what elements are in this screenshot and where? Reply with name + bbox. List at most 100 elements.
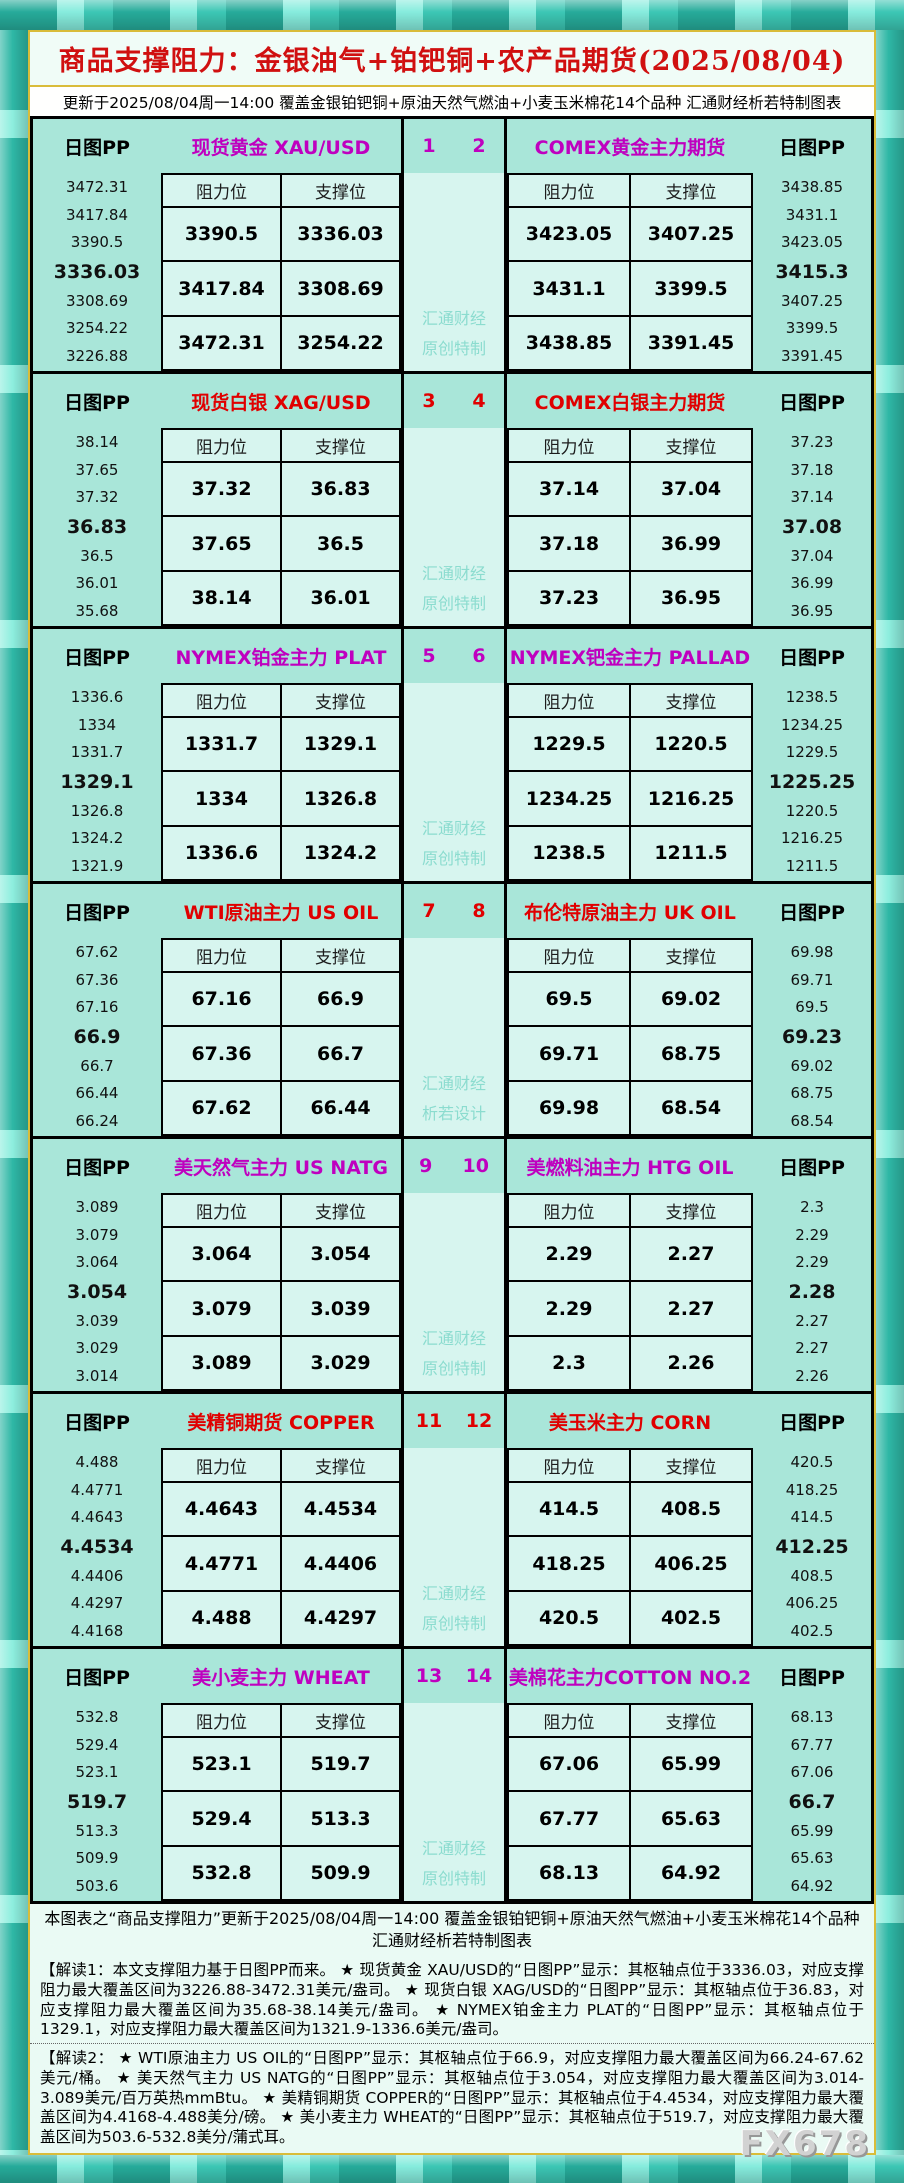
pivot-level-value: 1234.25 xyxy=(780,715,844,734)
resistance-value: 37.14 xyxy=(509,463,631,518)
pivot-level-value: 64.92 xyxy=(790,1876,834,1895)
resistance-value: 1234.25 xyxy=(509,772,631,827)
support-value: 408.5 xyxy=(631,1483,753,1538)
instrument-title: 现货白银 XAG/USD xyxy=(161,374,401,429)
interpretation-2: 【解读2： ★ WTI原油主力 US OIL的“日图PP”显示：其枢轴点位于66… xyxy=(40,2048,864,2147)
interpretation-1: 【解读1：本文支撑阻力基于日图PP而来。 ★ 现货黄金 XAU/USD的“日图P… xyxy=(30,1956,874,2044)
support-value: 37.04 xyxy=(631,463,753,518)
pivot-point-value: 37.08 xyxy=(781,515,843,538)
pivot-level-value: 3226.88 xyxy=(65,346,129,365)
pivot-level-value: 3254.22 xyxy=(65,319,129,338)
pivot-level-value: 67.16 xyxy=(75,998,119,1017)
pivot-level-value: 67.06 xyxy=(790,1763,834,1782)
pp-label: 日图PP xyxy=(33,1649,161,1704)
support-value: 65.99 xyxy=(631,1738,753,1793)
pivot-level-value: 38.14 xyxy=(75,433,119,452)
support-value: 69.02 xyxy=(631,973,753,1028)
support-value: 3.029 xyxy=(282,1336,401,1392)
resistance-value: 4.488 xyxy=(163,1591,282,1647)
decorative-frame-left xyxy=(0,0,28,2183)
panel: 日图PP NYMEX铂金主力 PLAT 5 6 NYMEX钯金主力 PALLAD 日图PP… xyxy=(30,629,874,885)
pivot-point-value: 519.7 xyxy=(66,1790,128,1813)
panel: 日图PP 美小麦主力 WHEAT 13 14 美棉花主力COTTON NO.2 日图PP 5… xyxy=(30,1649,874,1905)
instrument-title: 美燃料油主力 HTG OIL xyxy=(507,1139,753,1194)
support-value: 402.5 xyxy=(631,1591,753,1647)
resistance-header: 阻力位 xyxy=(163,1450,282,1484)
support-value: 3399.5 xyxy=(631,262,753,317)
watermark: 汇通财经 析若设计 xyxy=(404,1069,504,1128)
pivot-level-value: 1321.9 xyxy=(70,856,124,875)
decorative-frame-right xyxy=(876,0,904,2183)
resistance-header: 阻力位 xyxy=(509,1195,631,1229)
levels-table: 阻力位 支撑位 37.32 36.83 37.65 36.5 38.14 36.01 xyxy=(161,428,401,627)
watermark-line: 汇通财经 xyxy=(421,563,486,583)
pivot-level-value: 37.23 xyxy=(790,433,834,452)
pivot-point-value: 412.25 xyxy=(775,1535,849,1558)
pivot-level-value: 1216.25 xyxy=(780,829,844,848)
resistance-value: 1331.7 xyxy=(163,718,282,773)
pivot-level-value: 68.75 xyxy=(790,1084,834,1103)
pivot-level-value: 523.1 xyxy=(75,1763,119,1782)
support-header: 支撑位 xyxy=(282,175,401,209)
resistance-value: 67.06 xyxy=(509,1738,631,1793)
resistance-header: 阻力位 xyxy=(509,940,631,974)
panel: 日图PP WTI原油主力 US OIL 7 8 布伦特原油主力 UK OIL 日图PP 67… xyxy=(30,884,874,1140)
support-value: 4.4297 xyxy=(282,1591,401,1647)
pivot-levels: 420.5 418.25 414.5 412.25 408.5 406.25 402.5 xyxy=(753,1448,871,1647)
panel-center: 汇通财经 析若设计 xyxy=(401,938,507,1137)
pivot-level-value: 532.8 xyxy=(75,1708,119,1727)
panel-center: 汇通财经 原创特制 xyxy=(401,1448,507,1647)
watermark-line: 汇通财经 xyxy=(421,1073,486,1093)
pivot-level-value: 2.29 xyxy=(795,1253,829,1272)
watermark: 汇通财经 原创特制 xyxy=(404,559,504,618)
instrument-title: 美玉米主力 CORN xyxy=(507,1394,753,1449)
instrument-title: 美精铜期货 COPPER xyxy=(161,1394,401,1449)
resistance-value: 414.5 xyxy=(509,1483,631,1538)
pivot-level-value: 4.4168 xyxy=(70,1621,124,1640)
pivot-level-value: 37.65 xyxy=(75,460,119,479)
pivot-level-value: 67.77 xyxy=(790,1735,834,1754)
resistance-header: 阻力位 xyxy=(163,175,282,209)
pivot-level-value: 3.039 xyxy=(75,1312,119,1330)
panel: 日图PP 美天然气主力 US NATG 9 10 美燃料油主力 HTG OIL 日图PP 3… xyxy=(30,1139,874,1395)
pair-number: 9 xyxy=(419,1155,433,1178)
resistance-header: 阻力位 xyxy=(163,1195,282,1229)
resistance-header: 阻力位 xyxy=(163,940,282,974)
pivot-point-value: 2.28 xyxy=(788,1280,836,1303)
pivot-level-value: 513.3 xyxy=(75,1822,119,1840)
pivot-levels: 3472.31 3417.84 3390.5 3336.03 3308.69 3254.2… xyxy=(33,173,161,372)
resistance-value: 4.4771 xyxy=(163,1537,282,1592)
pivot-levels: 69.98 69.71 69.5 69.23 69.02 68.75 68.54 xyxy=(753,938,871,1137)
resistance-value: 67.77 xyxy=(509,1792,631,1847)
pivot-level-value: 3.089 xyxy=(75,1198,119,1217)
levels-table: 阻力位 支撑位 3.064 3.054 3.079 3.039 3.089 3.029 xyxy=(161,1193,401,1392)
levels-table: 阻力位 支撑位 4.4643 4.4534 4.4771 4.4406 4.488 4.429… xyxy=(161,1448,401,1647)
watermark-line: 原创特制 xyxy=(421,338,486,358)
decorative-frame-top xyxy=(0,0,904,30)
support-value: 68.75 xyxy=(631,1027,753,1082)
decorative-frame-bottom xyxy=(0,2155,904,2183)
pivot-levels: 38.14 37.65 37.32 36.83 36.5 36.01 35.68 xyxy=(33,428,161,627)
support-value: 4.4534 xyxy=(282,1483,401,1538)
pivot-level-value: 3391.45 xyxy=(780,346,844,365)
pivot-level-value: 3417.84 xyxy=(65,205,129,224)
pp-label: 日图PP xyxy=(33,629,161,684)
pivot-level-value: 408.5 xyxy=(790,1567,834,1585)
pivot-level-value: 36.01 xyxy=(75,574,119,593)
resistance-header: 阻力位 xyxy=(509,175,631,209)
levels-table: 阻力位 支撑位 3390.5 3336.03 3417.84 3308.69 3472.31… xyxy=(161,173,401,372)
pair-number: 13 xyxy=(415,1665,443,1688)
support-value: 2.26 xyxy=(631,1336,753,1392)
levels-table: 阻力位 支撑位 414.5 408.5 418.25 406.25 420.5 402.5 xyxy=(507,1448,753,1647)
resistance-value: 418.25 xyxy=(509,1537,631,1592)
support-value: 1324.2 xyxy=(282,826,401,882)
resistance-header: 阻力位 xyxy=(163,1705,282,1739)
support-value: 68.54 xyxy=(631,1081,753,1137)
resistance-value: 1229.5 xyxy=(509,718,631,773)
pivot-point-value: 66.7 xyxy=(788,1790,836,1813)
pivot-level-value: 67.62 xyxy=(75,943,119,962)
levels-table: 阻力位 支撑位 523.1 519.7 529.4 513.3 532.8 509.9 xyxy=(161,1703,401,1902)
resistance-value: 69.71 xyxy=(509,1027,631,1082)
support-header: 支撑位 xyxy=(631,175,753,209)
